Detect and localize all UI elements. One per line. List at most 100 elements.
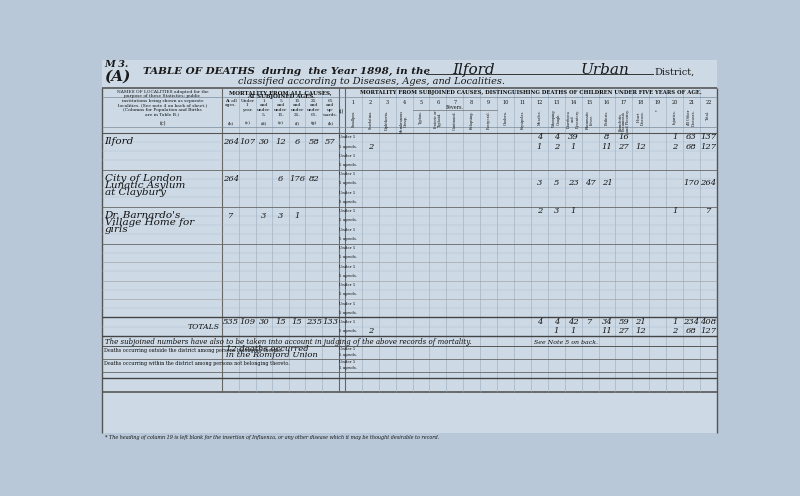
Text: 21: 21 — [602, 180, 612, 187]
Text: 30: 30 — [258, 138, 270, 146]
Text: 1: 1 — [672, 318, 678, 326]
Text: Cholera.: Cholera. — [503, 110, 507, 124]
Text: 133: 133 — [322, 318, 338, 326]
Text: 23: 23 — [568, 180, 578, 187]
Text: 2: 2 — [672, 142, 678, 150]
Text: 30: 30 — [258, 318, 270, 326]
Text: Total.: Total. — [706, 110, 710, 120]
Text: 7: 7 — [587, 318, 593, 326]
Text: 4: 4 — [554, 318, 559, 326]
Text: Under
1
year.: Under 1 year. — [240, 99, 254, 112]
Text: 9: 9 — [487, 100, 490, 105]
Text: Continued.: Continued. — [453, 110, 457, 130]
Text: classified according to Diseases, Ages, and Localities.: classified according to Diseases, Ages, … — [238, 77, 505, 86]
Text: 2: 2 — [537, 207, 542, 215]
Text: 3: 3 — [278, 212, 283, 220]
Text: 13: 13 — [553, 100, 559, 105]
Text: Under 5: Under 5 — [339, 172, 356, 176]
Text: Under 5: Under 5 — [339, 360, 356, 364]
Text: 137: 137 — [700, 133, 717, 141]
Text: Under 5: Under 5 — [339, 302, 356, 306]
Text: 11: 11 — [602, 142, 612, 150]
Text: Under 5: Under 5 — [339, 228, 356, 232]
Text: (g): (g) — [310, 121, 317, 125]
Text: (c): (c) — [245, 121, 250, 125]
Text: 15: 15 — [275, 318, 286, 326]
Text: 57: 57 — [325, 138, 336, 146]
Text: 109: 109 — [239, 318, 255, 326]
Text: Urban: Urban — [581, 62, 630, 76]
Text: 17: 17 — [621, 100, 627, 105]
Text: 16: 16 — [604, 100, 610, 105]
Text: 2: 2 — [367, 327, 373, 335]
Text: 264: 264 — [222, 138, 239, 146]
Text: Bronchitis,
Pneumonia
and Pleurisy.: Bronchitis, Pneumonia and Pleurisy. — [618, 110, 630, 132]
Text: Under 5: Under 5 — [339, 191, 356, 195]
Text: Scarlatina.: Scarlatina. — [368, 110, 372, 129]
Text: 82: 82 — [309, 175, 319, 183]
Text: Lunatic Asylum: Lunatic Asylum — [105, 182, 186, 190]
Text: 7: 7 — [454, 100, 456, 105]
Text: 127: 127 — [700, 327, 717, 335]
Text: (A): (A) — [104, 69, 130, 83]
Text: 4: 4 — [537, 318, 542, 326]
Text: girls: girls — [105, 225, 128, 234]
Text: (h): (h) — [327, 121, 334, 125]
Text: (d): (d) — [261, 121, 267, 125]
Text: 408: 408 — [700, 318, 717, 326]
Text: M 3.: M 3. — [104, 61, 128, 69]
Text: 127: 127 — [700, 142, 717, 150]
Text: 5 upwds.: 5 upwds. — [339, 255, 358, 259]
Text: 25
and
under
65.: 25 and under 65. — [307, 99, 321, 117]
Text: Under 5: Under 5 — [339, 246, 356, 250]
Text: 21: 21 — [689, 100, 694, 105]
Text: 11: 11 — [519, 100, 526, 105]
Text: 3: 3 — [537, 180, 542, 187]
Text: 63: 63 — [686, 133, 697, 141]
Text: District,: District, — [654, 67, 694, 76]
Text: (i): (i) — [339, 109, 345, 115]
Text: are in Table B.): are in Table B.) — [146, 113, 179, 117]
Text: 5 upwds.: 5 upwds. — [339, 366, 358, 371]
Text: 8: 8 — [604, 133, 610, 141]
Text: 3: 3 — [262, 212, 266, 220]
Text: Fevers.: Fevers. — [446, 105, 464, 110]
Text: 19: 19 — [654, 100, 661, 105]
Text: 1: 1 — [570, 142, 576, 150]
Text: 5: 5 — [554, 180, 559, 187]
Text: 5 upwds.: 5 upwds. — [339, 182, 358, 186]
Text: 68: 68 — [686, 327, 697, 335]
Text: 1: 1 — [570, 207, 576, 215]
Text: 12 deaths occurred: 12 deaths occurred — [226, 345, 309, 353]
Text: 15: 15 — [587, 100, 594, 105]
Text: 5 upwds.: 5 upwds. — [339, 163, 358, 167]
Text: 12: 12 — [635, 327, 646, 335]
Text: 12: 12 — [635, 142, 646, 150]
Text: Under 5: Under 5 — [339, 283, 356, 287]
Text: Heart
Disease.: Heart Disease. — [637, 110, 645, 124]
Text: Injuries.: Injuries. — [673, 110, 677, 124]
Text: in the Romford Union: in the Romford Union — [226, 351, 318, 359]
Text: Dr. Barnardo's: Dr. Barnardo's — [105, 211, 181, 220]
Text: institutions being shown as separate: institutions being shown as separate — [122, 99, 203, 103]
Text: Under 5: Under 5 — [339, 154, 356, 158]
Text: 21: 21 — [635, 318, 646, 326]
Text: 12: 12 — [536, 100, 542, 105]
Text: Smallpox.: Smallpox. — [351, 110, 355, 127]
Text: 34: 34 — [602, 318, 612, 326]
Text: 15: 15 — [292, 318, 302, 326]
Text: 65
and
up-
wards.: 65 and up- wards. — [323, 99, 338, 117]
Text: 1
and
under
5.: 1 and under 5. — [258, 99, 270, 117]
Text: 264: 264 — [222, 175, 239, 183]
Text: All Other
Diseases.: All Other Diseases. — [687, 110, 696, 126]
Text: The subjoined numbers have also to be taken into account in judging of the above: The subjoined numbers have also to be ta… — [106, 338, 472, 346]
Text: localities. (See note 4 on back of sheet.): localities. (See note 4 on back of sheet… — [118, 103, 207, 108]
Text: 15
and
under
25.: 15 and under 25. — [290, 99, 304, 117]
Text: City of London: City of London — [105, 175, 182, 184]
Text: Whooping
Cough.: Whooping Cough. — [552, 110, 561, 127]
Text: Under 5: Under 5 — [339, 135, 356, 139]
Text: (f): (f) — [294, 121, 300, 125]
Text: 1: 1 — [554, 327, 559, 335]
Text: * The heading of column 19 is left blank for the insertion of Influenza, or any : * The heading of column 19 is left blank… — [106, 435, 440, 440]
Text: 5: 5 — [419, 100, 422, 105]
